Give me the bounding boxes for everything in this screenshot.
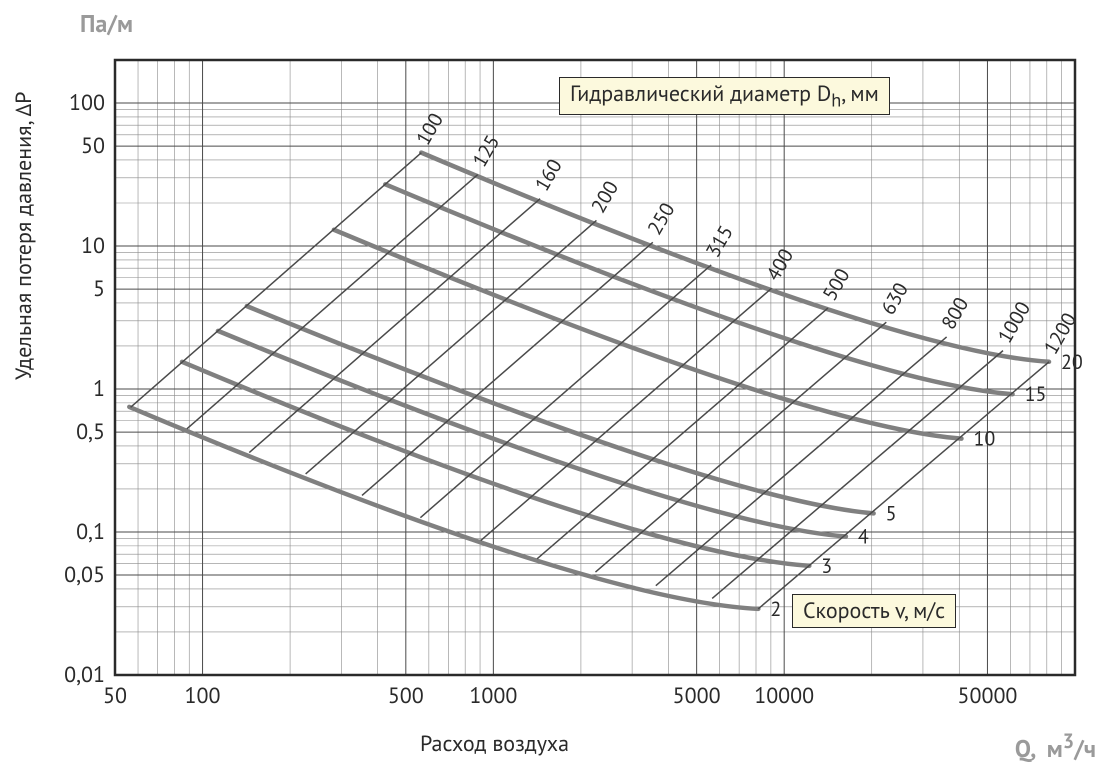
svg-text:100: 100 — [185, 682, 221, 710]
svg-text:50000: 50000 — [957, 682, 1017, 710]
svg-text:0,5: 0,5 — [76, 418, 105, 446]
y-axis-title: Удельная потеря давления, ΔР — [10, 92, 38, 380]
svg-text:15: 15 — [1025, 381, 1047, 407]
svg-text:0,01: 0,01 — [64, 661, 105, 689]
svg-text:20: 20 — [1061, 349, 1083, 375]
svg-text:1000: 1000 — [469, 682, 517, 710]
svg-text:2: 2 — [770, 596, 781, 622]
svg-text:50: 50 — [81, 132, 105, 160]
svg-text:4: 4 — [858, 524, 869, 550]
svg-text:10000: 10000 — [754, 682, 814, 710]
nomograph-svg: 50 100 500 1000 5000 10000 50000 0,01 0,05 0,1 0,5… — [0, 0, 1116, 770]
diameter-legend: Гидравлический диаметр Dh, мм — [559, 77, 890, 115]
svg-text:0,05: 0,05 — [64, 561, 105, 589]
x-unit-label: Q, м3/ч — [1015, 728, 1096, 764]
svg-text:5: 5 — [886, 500, 897, 526]
svg-text:50: 50 — [103, 682, 127, 710]
svg-text:3: 3 — [821, 553, 832, 579]
svg-text:500: 500 — [388, 682, 424, 710]
svg-text:100: 100 — [69, 89, 105, 117]
velocity-legend: Скорость v, м/с — [792, 594, 956, 628]
svg-text:5000: 5000 — [673, 682, 721, 710]
svg-text:10: 10 — [973, 426, 995, 452]
x-axis-title: Расход воздуха — [420, 730, 569, 758]
svg-text:1: 1 — [93, 375, 105, 403]
svg-text:10: 10 — [81, 232, 105, 260]
pressure-loss-nomograph: { "canvas": { "width": 1116, "height": 7… — [0, 0, 1116, 770]
y-unit-label: Па/м — [80, 8, 133, 39]
svg-text:5: 5 — [93, 275, 105, 303]
svg-text:0,1: 0,1 — [76, 518, 105, 546]
